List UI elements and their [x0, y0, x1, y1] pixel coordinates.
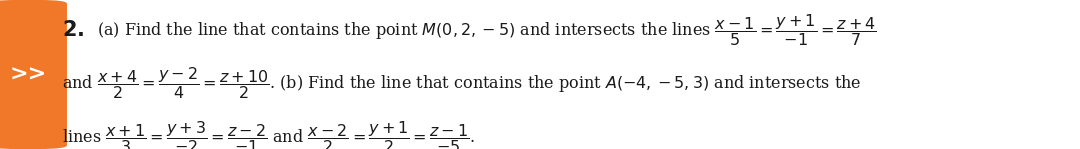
Text: $\mathbf{2.}$: $\mathbf{2.}$ [62, 20, 84, 40]
Text: lines $\dfrac{x+1}{3}=\dfrac{y+3}{-2}=\dfrac{z-2}{-1}$ and $\dfrac{x-2}{2}=\dfra: lines $\dfrac{x+1}{3}=\dfrac{y+3}{-2}=\d… [62, 119, 475, 149]
FancyBboxPatch shape [0, 0, 67, 149]
Text: >>: >> [10, 65, 46, 84]
Text: and $\dfrac{x+4}{2}=\dfrac{y-2}{4}=\dfrac{z+10}{2}$. (b) Find the line that cont: and $\dfrac{x+4}{2}=\dfrac{y-2}{4}=\dfra… [62, 65, 861, 101]
Text: (a) Find the line that contains the point $M(0,2,-5)$ and intersects the lines $: (a) Find the line that contains the poin… [97, 12, 877, 48]
